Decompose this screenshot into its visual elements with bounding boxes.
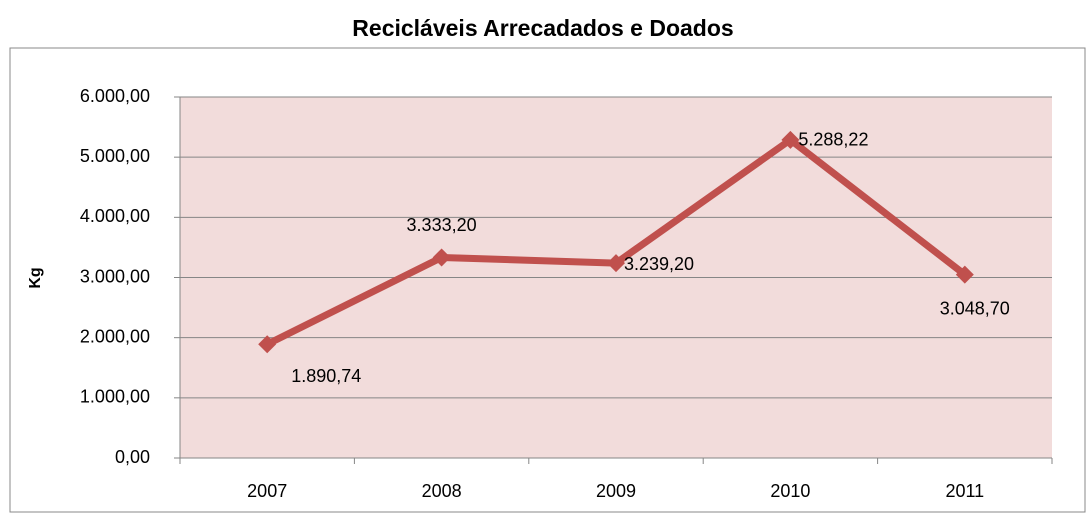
marker: [258, 335, 277, 354]
marker: [781, 130, 800, 149]
marker: [607, 254, 625, 273]
marker: [955, 265, 974, 284]
data-label: 3.239,20: [624, 254, 694, 274]
x-tick-label: 2009: [596, 481, 636, 501]
data-label: 3.333,20: [407, 215, 477, 235]
y-tick-label: 5.000,00: [80, 146, 150, 166]
chart-title: Recicláveis Arrecadados e Doados: [352, 15, 733, 41]
y-tick-label: 0,00: [115, 447, 150, 467]
data-label: 5.288,22: [798, 130, 868, 150]
data-label: 1.890,74: [291, 366, 361, 386]
x-tick-label: 2007: [247, 481, 287, 501]
y-tick-label: 6.000,00: [80, 86, 150, 106]
y-tick-label: 3.000,00: [80, 266, 150, 286]
x-tick-label: 2008: [422, 481, 462, 501]
y-tick-label: 2.000,00: [80, 326, 150, 346]
x-tick-label: 2010: [770, 481, 810, 501]
data-label: 3.048,70: [940, 298, 1010, 318]
x-tick-label: 2011: [945, 481, 984, 501]
y-tick-label: 1.000,00: [80, 387, 150, 407]
y-tick-label: 4.000,00: [80, 206, 150, 226]
marker: [432, 248, 451, 267]
y-axis-title: Kg: [27, 267, 44, 288]
